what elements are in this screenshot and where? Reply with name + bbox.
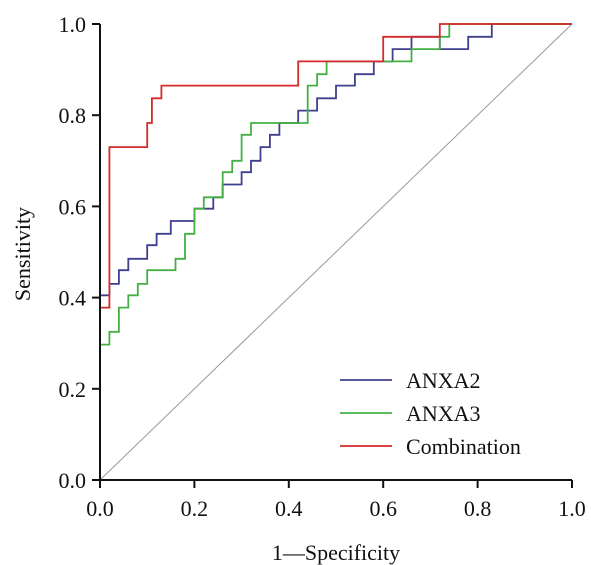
y-tick-label: 0.2 <box>59 377 87 402</box>
legend-label-combination: Combination <box>406 434 521 459</box>
x-tick-label: 0.4 <box>275 496 303 521</box>
series-layer <box>99 23 572 480</box>
series-line-combination <box>99 23 572 480</box>
y-tick-label: 0.0 <box>59 468 87 493</box>
legend-label-anxa2: ANXA2 <box>406 368 481 393</box>
ticks-layer: 0.0 0.2 0.4 0.6 0.8 1.0 0.0 0.2 0.4 0.6 0.8 1.0 <box>59 12 586 521</box>
x-tick-label: 0.8 <box>464 496 492 521</box>
x-tick-label: 0.0 <box>86 496 114 521</box>
reference-diagonal <box>99 23 573 481</box>
y-tick-label: 0.6 <box>59 194 87 219</box>
x-tick-label: 1.0 <box>558 496 586 521</box>
y-axis-title: Sensitivity <box>10 207 35 301</box>
y-tick-label: 1.0 <box>59 12 87 37</box>
x-axis-title: 1—Specificity <box>272 540 400 565</box>
legend-label-anxa3: ANXA3 <box>406 401 481 426</box>
x-tick-label: 0.2 <box>181 496 209 521</box>
y-tick-label: 0.8 <box>59 103 87 128</box>
reference-layer <box>99 23 573 481</box>
series-line-anxa2 <box>99 23 572 480</box>
x-tick-label: 0.6 <box>369 496 397 521</box>
axes-layer <box>99 24 572 481</box>
y-tick-label: 0.4 <box>59 286 87 311</box>
legend: ANXA2 ANXA3 Combination <box>340 368 521 459</box>
